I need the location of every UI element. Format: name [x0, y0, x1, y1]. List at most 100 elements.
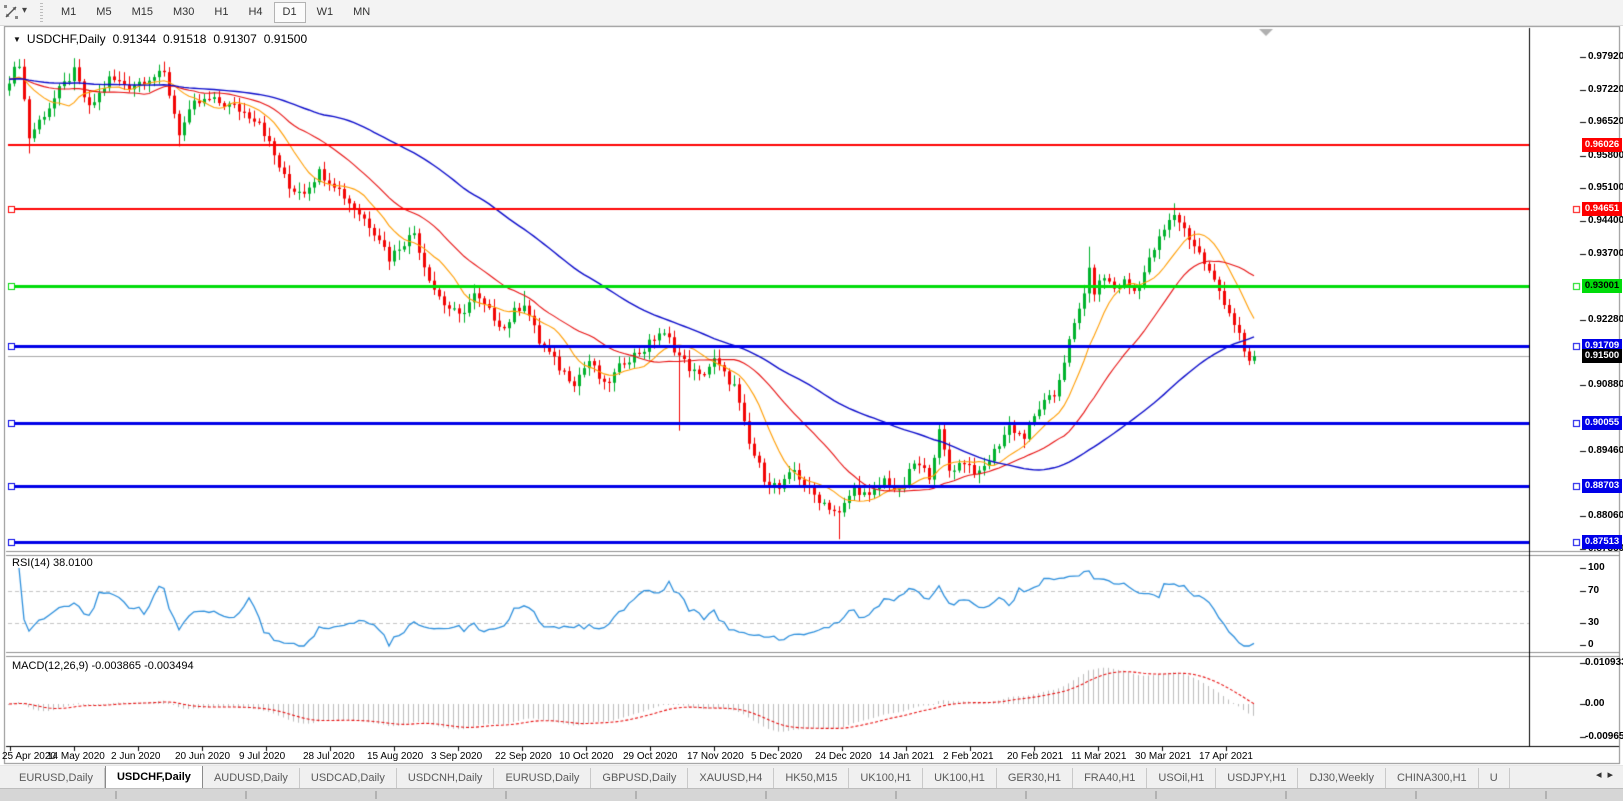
chart-tab-u[interactable]: U	[1479, 768, 1510, 788]
strip-mark	[1545, 791, 1547, 799]
ohlc-low: 0.91307	[213, 32, 257, 46]
chart-tab-xauusd-h4[interactable]: XAUUSD,H4	[688, 768, 775, 788]
price-line-tag-0.87513[interactable]: 0.87513	[1582, 534, 1622, 549]
chart-tab-usdcad-daily[interactable]: USDCAD,Daily	[300, 768, 397, 788]
timeframe-button-m1[interactable]: M1	[61, 6, 77, 18]
price-tick-label: 0.95100	[1588, 182, 1623, 194]
date-axis-label: 17 Apr 2021	[1199, 751, 1253, 762]
date-axis-label: 10 Oct 2020	[559, 751, 614, 762]
price-tick-label: 0.93700	[1588, 247, 1623, 259]
price-line-tag-0.88703[interactable]: 0.88703	[1582, 479, 1622, 494]
chart-tab-usdchf-daily[interactable]: USDCHF,Daily	[104, 766, 203, 788]
chart-tab-uk100-h1[interactable]: UK100,H1	[849, 768, 924, 788]
date-axis-label: 3 Sep 2020	[431, 751, 483, 762]
strip-mark	[1415, 791, 1417, 799]
ohlc-high: 0.91518	[163, 32, 207, 46]
tab-scroll-left-icon[interactable]: ◂	[1595, 769, 1608, 781]
timeframe-button-d1[interactable]: D1	[273, 2, 306, 23]
chart-tab-audusd-daily[interactable]: AUDUSD,Daily	[203, 768, 300, 788]
timeframe-button-h1[interactable]: H1	[214, 6, 229, 18]
chart-tab-eurusd-daily[interactable]: EURUSD,Daily	[494, 768, 592, 788]
date-axis-label: 14 Jan 2021	[879, 751, 935, 762]
chart-symbol-label: USDCHF,Daily	[26, 32, 106, 46]
date-axis-label: 22 Sep 2020	[495, 751, 552, 762]
strip-mark	[765, 791, 767, 799]
ohlc-open: 0.91344	[112, 32, 156, 46]
ohlc-close: 0.91500	[263, 32, 308, 46]
date-axis-label: 17 Nov 2020	[687, 751, 744, 762]
chart-tab-bar: EURUSD,Daily USDCHF,Daily AUDUSD,Daily USDC…	[0, 765, 1623, 788]
macd-axis-label: 0.00	[1585, 698, 1605, 709]
date-axis-label: 15 Aug 2020	[367, 751, 424, 762]
strip-mark	[115, 791, 117, 799]
strip-mark	[245, 791, 247, 799]
date-axis-label: 9 Jul 2020	[239, 751, 286, 762]
price-tick-label: 0.92280	[1588, 313, 1623, 325]
chart-tab-usoil-h1[interactable]: USOil,H1	[1147, 768, 1217, 788]
rsi-panel-title: RSI(14) 38.0100	[12, 557, 93, 569]
price-tick-label: 0.94400	[1588, 215, 1623, 226]
price-line-tag-0.94651[interactable]: 0.94651	[1582, 202, 1622, 217]
date-axis-label: 25 Apr 2020	[2, 751, 56, 762]
chart-tab-gbpusd-daily[interactable]: GBPUSD,Daily	[591, 768, 689, 788]
date-axis-label: 2 Jun 2020	[111, 751, 161, 762]
strip-mark	[895, 791, 897, 799]
chart-tab-hk50-m15[interactable]: HK50,M15	[774, 768, 850, 788]
date-axis-label: 29 Oct 2020	[623, 751, 678, 762]
chart-tab-uk100-h1[interactable]: UK100,H1	[923, 768, 997, 788]
timeframe-button-m5[interactable]: M5	[96, 6, 112, 18]
tab-scroll-right-icon[interactable]: ▸	[1607, 769, 1619, 781]
date-axis-label: 28 Jul 2020	[303, 751, 355, 762]
chart-tab-eurusd-daily[interactable]: EURUSD,Daily	[8, 768, 105, 788]
rsi-axis-label: 100	[1588, 562, 1605, 573]
date-axis-label: 30 Mar 2021	[1135, 751, 1192, 762]
chart-tab-usdjpy-h1[interactable]: USDJPY,H1	[1216, 768, 1299, 788]
price-tick-label: 0.97920	[1588, 51, 1623, 62]
date-axis-label: 14 May 2020	[47, 751, 105, 762]
strip-mark	[505, 791, 507, 799]
strip-mark	[1285, 791, 1287, 799]
collapse-triangle-icon[interactable]: ▼	[13, 35, 21, 44]
chart-tab-dj30-weekly[interactable]: DJ30,Weekly	[1298, 768, 1386, 788]
timeframe-button-h4[interactable]: H4	[248, 6, 263, 18]
rsi-axis-label: 0	[1588, 639, 1594, 650]
timeframe-button-m15[interactable]: M15	[131, 6, 153, 18]
bottom-resize-strip[interactable]	[0, 788, 1623, 801]
strip-mark	[1025, 791, 1027, 799]
timeframe-buttons: M1 M5 M15 M30 H1 H4 D1 W1 MN	[52, 2, 381, 23]
rsi-axis-label: 30	[1588, 617, 1600, 628]
chart-tab-fra40-h1[interactable]: FRA40,H1	[1073, 768, 1148, 788]
timeframe-button-mn[interactable]: MN	[353, 6, 371, 18]
strip-mark	[375, 791, 377, 799]
date-axis-label: 2 Feb 2021	[943, 751, 994, 762]
chart-tab-china300-h1[interactable]: CHINA300,H1	[1386, 768, 1479, 788]
timeframe-button-w1[interactable]: W1	[316, 6, 334, 18]
chart-tab-ger30-h1[interactable]: GER30,H1	[997, 768, 1074, 788]
chart-tab-usdcnh-daily[interactable]: USDCNH,Daily	[397, 768, 495, 788]
date-axis-label: 20 Feb 2021	[1007, 751, 1064, 762]
strip-mark	[1155, 791, 1157, 799]
timeframe-button-m30[interactable]: M30	[172, 6, 195, 18]
cursor-tool-icon[interactable]	[3, 4, 19, 20]
strip-mark	[635, 791, 637, 799]
date-axis-label: 20 Jun 2020	[175, 751, 231, 762]
macd-axis-label: -0.009653	[1585, 731, 1623, 742]
timeframe-toolbar: ▾ M1 M5 M15 M30 H1 H4 D1 W1 MN	[0, 0, 1623, 26]
date-axis-label: 5 Dec 2020	[751, 751, 803, 762]
price-tick-label: 0.95800	[1588, 149, 1623, 161]
price-tick-label: 0.90880	[1588, 379, 1623, 390]
price-line-tag-0.96026[interactable]: 0.96026	[1582, 138, 1622, 153]
tab-scroll-arrows: ◂▸	[1596, 768, 1619, 781]
price-tick-label: 0.96520	[1588, 116, 1623, 128]
toolbar-grip[interactable]	[40, 3, 43, 22]
macd-axis-label: 0.010933	[1585, 657, 1623, 668]
price-line-tag-0.90055[interactable]: 0.90055	[1582, 416, 1622, 431]
price-tick-label: 0.97220	[1588, 83, 1623, 95]
price-line-tag-0.93001[interactable]: 0.93001	[1582, 279, 1622, 294]
price-tick-label: 0.88060	[1588, 510, 1623, 522]
chart-title: ▼ USDCHF,Daily 0.91344 0.91518 0.91307 0.9150…	[13, 32, 314, 46]
date-axis-label: 24 Dec 2020	[815, 751, 872, 762]
tool-dropdown-caret-icon[interactable]: ▾	[22, 5, 28, 16]
